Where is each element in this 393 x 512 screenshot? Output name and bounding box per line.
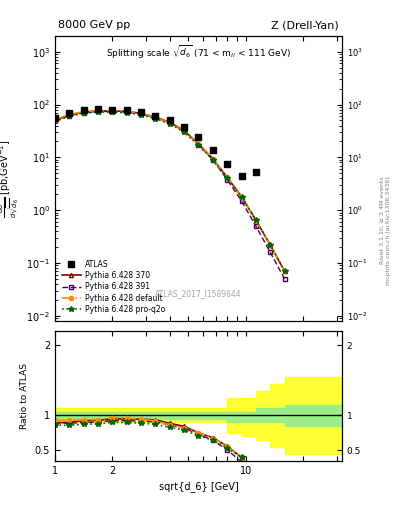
Pythia 6.428 default	[81, 109, 86, 115]
Pythia 6.428 default	[210, 156, 215, 162]
Pythia 6.428 pro-q2o	[167, 121, 172, 127]
Pythia 6.428 default	[67, 111, 72, 117]
ATLAS	[196, 134, 201, 140]
Pythia 6.428 default	[153, 114, 158, 120]
Pythia 6.428 370	[96, 108, 101, 114]
Pythia 6.428 391	[124, 109, 129, 115]
Pythia 6.428 default	[268, 242, 272, 248]
Pythia 6.428 370	[268, 242, 272, 248]
Pythia 6.428 default	[253, 217, 258, 223]
Line: Pythia 6.428 default: Pythia 6.428 default	[53, 109, 286, 273]
Pythia 6.428 370	[196, 141, 201, 147]
X-axis label: sqrt{d_6} [GeV]: sqrt{d_6} [GeV]	[159, 481, 238, 492]
Pythia 6.428 391	[282, 276, 287, 282]
Pythia 6.428 default	[53, 116, 57, 122]
Line: Pythia 6.428 pro-q2o: Pythia 6.428 pro-q2o	[52, 109, 287, 274]
ATLAS	[96, 106, 101, 112]
Pythia 6.428 370	[139, 110, 143, 116]
Pythia 6.428 default	[110, 108, 115, 114]
Pythia 6.428 pro-q2o	[253, 217, 258, 223]
Text: ATLAS_2017_I1589844: ATLAS_2017_I1589844	[155, 289, 242, 298]
Pythia 6.428 391	[182, 129, 187, 135]
Pythia 6.428 pro-q2o	[110, 109, 115, 115]
Pythia 6.428 pro-q2o	[53, 118, 57, 124]
ATLAS	[210, 146, 215, 153]
ATLAS	[153, 113, 158, 119]
Pythia 6.428 370	[167, 119, 172, 125]
Pythia 6.428 391	[239, 198, 244, 204]
Text: Splitting scale $\sqrt{d_6}$ (71 < m$_{ll}$ < 111 GeV): Splitting scale $\sqrt{d_6}$ (71 < m$_{l…	[106, 45, 291, 61]
Pythia 6.428 391	[81, 110, 86, 116]
Pythia 6.428 pro-q2o	[210, 157, 215, 163]
Text: 8000 GeV pp: 8000 GeV pp	[58, 20, 130, 30]
Pythia 6.428 391	[253, 223, 258, 229]
Text: Z (Drell-Yan): Z (Drell-Yan)	[271, 20, 339, 30]
Pythia 6.428 pro-q2o	[139, 112, 143, 118]
Pythia 6.428 pro-q2o	[239, 194, 244, 200]
Pythia 6.428 391	[225, 177, 230, 183]
Pythia 6.428 370	[253, 217, 258, 223]
Pythia 6.428 default	[282, 268, 287, 274]
Pythia 6.428 391	[139, 111, 143, 117]
ATLAS	[239, 173, 244, 179]
ATLAS	[139, 109, 143, 115]
Y-axis label: $\frac{d\sigma}{d\sqrt{\overline{d_6}}}$ [pb,GeV$^{-1}$]: $\frac{d\sigma}{d\sqrt{\overline{d_6}}}$…	[0, 139, 21, 218]
Pythia 6.428 370	[110, 108, 115, 114]
Pythia 6.428 370	[282, 268, 287, 274]
Pythia 6.428 370	[239, 194, 244, 200]
Pythia 6.428 pro-q2o	[225, 175, 230, 181]
Pythia 6.428 370	[153, 114, 158, 120]
Pythia 6.428 370	[67, 112, 72, 118]
Pythia 6.428 391	[196, 141, 201, 147]
Pythia 6.428 pro-q2o	[182, 129, 187, 135]
Pythia 6.428 391	[210, 157, 215, 163]
Pythia 6.428 pro-q2o	[67, 113, 72, 119]
Pythia 6.428 370	[210, 156, 215, 162]
Pythia 6.428 391	[110, 109, 115, 115]
Pythia 6.428 391	[167, 120, 172, 126]
Text: Rivet 3.1.10, ≥ 3.4M events
mcplots.cern.ch [arXiv:1306.3436]: Rivet 3.1.10, ≥ 3.4M events mcplots.cern…	[380, 176, 391, 285]
Pythia 6.428 pro-q2o	[96, 109, 101, 115]
Legend: ATLAS, Pythia 6.428 370, Pythia 6.428 391, Pythia 6.428 default, Pythia 6.428 pr: ATLAS, Pythia 6.428 370, Pythia 6.428 39…	[59, 257, 168, 317]
Line: Pythia 6.428 391: Pythia 6.428 391	[53, 110, 286, 281]
Pythia 6.428 pro-q2o	[153, 116, 158, 122]
ATLAS	[167, 116, 172, 122]
ATLAS	[53, 115, 57, 121]
Pythia 6.428 default	[182, 129, 187, 135]
Pythia 6.428 default	[139, 110, 143, 116]
Pythia 6.428 pro-q2o	[282, 268, 287, 274]
Pythia 6.428 default	[96, 108, 101, 114]
Pythia 6.428 370	[124, 109, 129, 115]
Pythia 6.428 391	[268, 249, 272, 255]
Pythia 6.428 pro-q2o	[268, 242, 272, 248]
Pythia 6.428 default	[167, 120, 172, 126]
Line: ATLAS: ATLAS	[52, 106, 259, 179]
Pythia 6.428 391	[53, 117, 57, 123]
Pythia 6.428 370	[53, 117, 57, 123]
Pythia 6.428 pro-q2o	[196, 142, 201, 148]
Y-axis label: Ratio to ATLAS: Ratio to ATLAS	[20, 363, 29, 429]
Pythia 6.428 391	[96, 109, 101, 115]
ATLAS	[253, 169, 258, 176]
ATLAS	[124, 107, 129, 113]
Pythia 6.428 370	[81, 109, 86, 115]
ATLAS	[182, 124, 187, 130]
Line: Pythia 6.428 370: Pythia 6.428 370	[53, 109, 286, 273]
ATLAS	[225, 161, 230, 167]
Pythia 6.428 default	[239, 194, 244, 200]
ATLAS	[110, 106, 115, 113]
Pythia 6.428 default	[196, 141, 201, 147]
Pythia 6.428 370	[225, 174, 230, 180]
ATLAS	[81, 107, 86, 113]
Pythia 6.428 pro-q2o	[81, 110, 86, 116]
Pythia 6.428 391	[153, 115, 158, 121]
Pythia 6.428 391	[67, 113, 72, 119]
Pythia 6.428 pro-q2o	[124, 110, 129, 116]
Pythia 6.428 default	[124, 108, 129, 114]
ATLAS	[67, 110, 72, 116]
Pythia 6.428 default	[225, 174, 230, 180]
Pythia 6.428 370	[182, 127, 187, 134]
